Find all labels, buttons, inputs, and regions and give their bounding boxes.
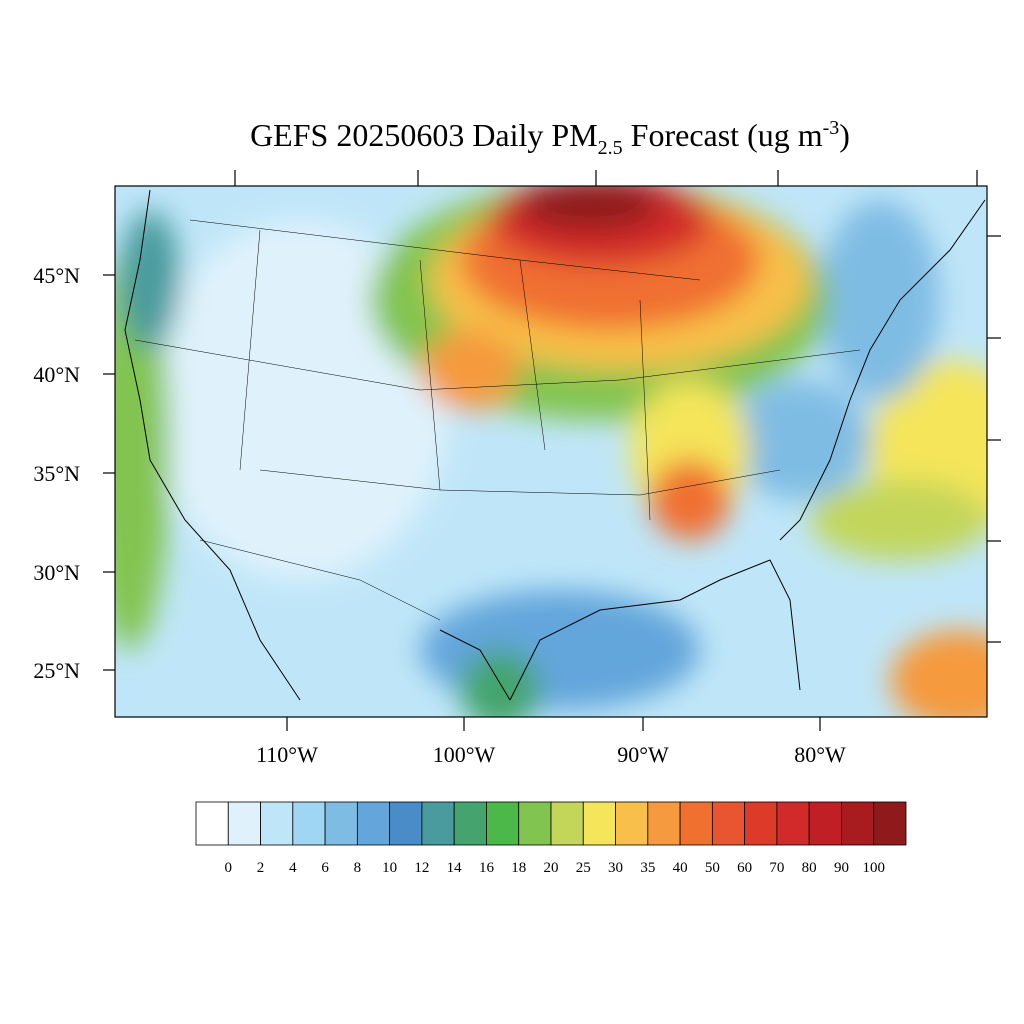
lat-label: 25°N <box>33 658 80 683</box>
colorbar-label: 4 <box>289 860 297 876</box>
colorbar-label: 16 <box>479 860 495 876</box>
colorbar-box <box>679 801 713 846</box>
colorbar-box <box>421 801 455 846</box>
lon-label: 100°W <box>433 742 496 767</box>
colorbar-box <box>292 801 326 846</box>
colorbar-box <box>453 801 487 846</box>
lat-label: 40°N <box>33 362 80 387</box>
colorbar-label: 10 <box>382 860 397 876</box>
colorbar-label: 2 <box>257 860 265 876</box>
colorbar-label: 80 <box>802 860 817 876</box>
colorbar-box <box>227 801 261 846</box>
colorbar-box <box>486 801 520 846</box>
colorbar-label: 70 <box>769 860 784 876</box>
colorbar-label: 18 <box>511 860 526 876</box>
colorbar-box <box>550 801 584 846</box>
lon-label: 80°W <box>794 742 846 767</box>
colorbar-box <box>615 801 649 846</box>
lat-label: 30°N <box>33 560 80 585</box>
colorbar-label: 14 <box>447 860 463 876</box>
colorbar-label: 12 <box>414 860 429 876</box>
title-main: GEFS 20250603 Daily PM <box>250 117 598 153</box>
colorbar-label: 40 <box>673 860 688 876</box>
lat-label: 35°N <box>33 461 80 486</box>
colorbar-box <box>808 801 842 846</box>
title-mid: Forecast (ug m <box>623 117 823 153</box>
colorbar-label: 50 <box>705 860 720 876</box>
colorbar-box <box>776 801 810 846</box>
colorbar-label: 60 <box>737 860 752 876</box>
colorbar-label: 0 <box>225 860 233 876</box>
colorbar-box <box>389 801 423 846</box>
colorbar-label: 6 <box>321 860 329 876</box>
title-sup: -3 <box>823 117 840 139</box>
lon-label: 110°W <box>256 742 318 767</box>
colorbar-label: 35 <box>640 860 655 876</box>
colorbar-box <box>260 801 294 846</box>
map-ticks <box>103 170 1001 731</box>
colorbar-box <box>647 801 681 846</box>
colorbar-label: 25 <box>576 860 591 876</box>
lon-label: 90°W <box>617 742 669 767</box>
colorbar-box <box>873 801 907 846</box>
colorbar-box <box>841 801 875 846</box>
colorbar-label: 90 <box>834 860 849 876</box>
colorbar-label: 20 <box>544 860 559 876</box>
colorbar-box <box>356 801 391 846</box>
colorbar-box <box>711 801 746 846</box>
title-end: ) <box>839 117 850 153</box>
colorbar-box <box>582 801 616 846</box>
colorbar-box <box>518 801 552 846</box>
lat-label: 45°N <box>33 263 80 288</box>
map-field <box>115 186 987 717</box>
colorbar-label: 100 <box>862 860 885 876</box>
colorbar-label: 8 <box>354 860 362 876</box>
title: GEFS 20250603 Daily PM2.5 Forecast (ug m… <box>250 117 850 159</box>
colorbar-label: 30 <box>608 860 623 876</box>
colorbar-box <box>744 801 778 846</box>
colorbar-box <box>324 801 358 846</box>
map-frame <box>114 185 988 718</box>
title-sub: 2.5 <box>598 137 623 159</box>
colorbar-box <box>195 801 229 846</box>
